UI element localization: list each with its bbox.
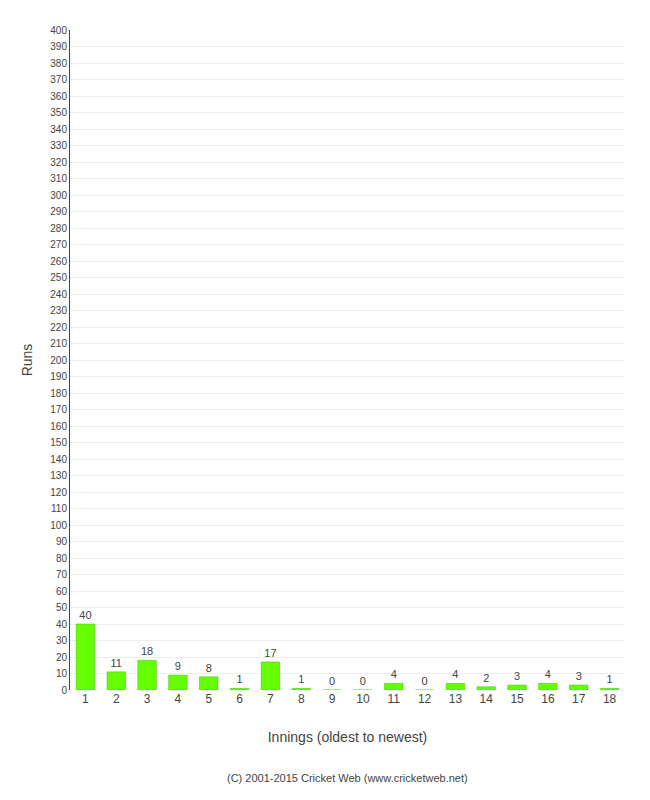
svg-text:5: 5 (205, 692, 212, 706)
svg-text:310: 310 (50, 173, 67, 184)
svg-text:100: 100 (50, 520, 67, 531)
svg-text:340: 340 (50, 124, 67, 135)
svg-text:4: 4 (452, 668, 458, 680)
svg-text:30: 30 (56, 635, 68, 646)
svg-text:17: 17 (264, 647, 276, 659)
svg-text:240: 240 (50, 289, 67, 300)
svg-text:160: 160 (50, 421, 67, 432)
svg-text:9: 9 (175, 660, 181, 672)
svg-text:80: 80 (56, 553, 68, 564)
svg-text:17: 17 (572, 692, 586, 706)
svg-text:230: 230 (50, 305, 67, 316)
svg-text:270: 270 (50, 239, 67, 250)
svg-text:Runs: Runs (19, 344, 35, 377)
svg-text:10: 10 (56, 668, 68, 679)
svg-text:370: 370 (50, 74, 67, 85)
svg-text:200: 200 (50, 355, 67, 366)
svg-text:14: 14 (480, 692, 494, 706)
svg-text:8: 8 (298, 692, 305, 706)
svg-text:170: 170 (50, 404, 67, 415)
svg-text:220: 220 (50, 322, 67, 333)
svg-text:10: 10 (356, 692, 370, 706)
svg-text:13: 13 (449, 692, 463, 706)
svg-text:210: 210 (50, 338, 67, 349)
svg-text:15: 15 (510, 692, 524, 706)
svg-text:50: 50 (56, 602, 68, 613)
svg-text:260: 260 (50, 256, 67, 267)
svg-text:0: 0 (360, 675, 366, 687)
svg-text:130: 130 (50, 470, 67, 481)
svg-text:360: 360 (50, 91, 67, 102)
svg-text:Innings (oldest to newest): Innings (oldest to newest) (268, 729, 428, 745)
svg-text:2: 2 (113, 692, 120, 706)
svg-text:290: 290 (50, 206, 67, 217)
svg-text:0: 0 (329, 675, 335, 687)
svg-text:400: 400 (50, 25, 67, 36)
svg-text:3: 3 (576, 670, 582, 682)
svg-text:250: 250 (50, 272, 67, 283)
svg-text:11: 11 (111, 657, 122, 669)
svg-text:70: 70 (56, 569, 68, 580)
svg-text:16: 16 (541, 692, 555, 706)
svg-text:2: 2 (483, 672, 489, 684)
svg-text:60: 60 (56, 586, 68, 597)
svg-text:40: 40 (56, 619, 68, 630)
svg-text:4: 4 (391, 668, 397, 680)
svg-text:6: 6 (236, 692, 243, 706)
svg-text:180: 180 (50, 388, 67, 399)
svg-text:(C) 2001-2015 Cricket Web (www: (C) 2001-2015 Cricket Web (www.cricketwe… (227, 772, 468, 784)
svg-text:380: 380 (50, 58, 67, 69)
svg-text:1: 1 (607, 673, 613, 685)
svg-text:150: 150 (50, 437, 67, 448)
svg-text:4: 4 (175, 692, 182, 706)
svg-text:12: 12 (418, 692, 432, 706)
svg-text:18: 18 (603, 692, 617, 706)
svg-text:1: 1 (237, 673, 243, 685)
svg-text:40: 40 (79, 609, 91, 621)
svg-text:320: 320 (50, 157, 67, 168)
svg-text:3: 3 (514, 670, 520, 682)
svg-text:190: 190 (50, 371, 67, 382)
svg-text:20: 20 (56, 652, 68, 663)
svg-text:1: 1 (298, 673, 304, 685)
svg-text:0: 0 (61, 685, 67, 696)
svg-text:1: 1 (82, 692, 89, 706)
svg-text:350: 350 (50, 107, 67, 118)
svg-text:120: 120 (50, 487, 67, 498)
svg-text:7: 7 (267, 692, 274, 706)
svg-text:3: 3 (144, 692, 151, 706)
svg-text:110: 110 (51, 503, 67, 514)
svg-text:9: 9 (329, 692, 336, 706)
svg-text:8: 8 (206, 662, 212, 674)
svg-text:4: 4 (545, 668, 551, 680)
svg-text:140: 140 (50, 454, 67, 465)
svg-text:11: 11 (388, 692, 401, 706)
svg-text:300: 300 (50, 190, 67, 201)
svg-text:280: 280 (50, 223, 67, 234)
svg-text:90: 90 (56, 536, 68, 547)
svg-text:390: 390 (50, 41, 67, 52)
svg-text:18: 18 (141, 645, 153, 657)
svg-text:0: 0 (422, 675, 428, 687)
svg-text:330: 330 (50, 140, 67, 151)
